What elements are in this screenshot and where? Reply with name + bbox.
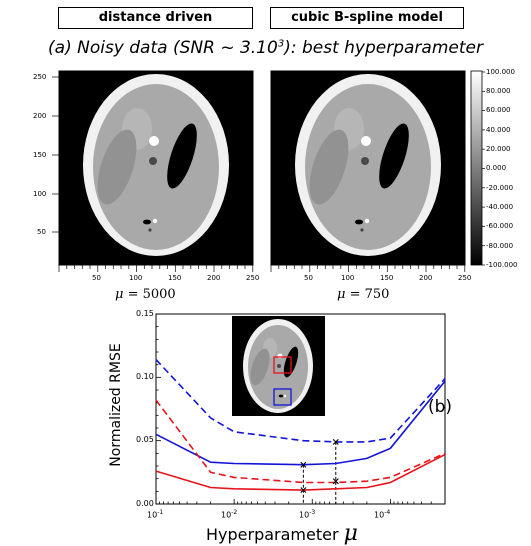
x-tick-label: 100	[129, 274, 143, 282]
plot-x-tick-label: 10-1	[147, 509, 164, 520]
plot-axis-ticks	[155, 313, 446, 505]
x-tick-label: 100	[341, 274, 355, 282]
colorbar-label: 40.000	[486, 126, 511, 134]
minimum-markers	[300, 438, 339, 494]
x-tick-label: 250	[458, 274, 472, 282]
right-phantom-image	[270, 70, 466, 272]
plot-y-tick-label: 0.15	[136, 309, 154, 318]
y-tick-label: 50	[37, 228, 46, 236]
colorbar-label: -40.000	[486, 203, 514, 211]
minimum-marker	[332, 478, 339, 485]
minimum-guide-lines	[302, 441, 337, 504]
plot-x-tick-label: 10-2	[221, 509, 238, 520]
x-tick-label: 200	[207, 274, 221, 282]
plot-y-tick-label: 0.05	[136, 435, 154, 444]
x-tick-label: 150	[168, 274, 182, 282]
inset-phantom	[232, 316, 325, 416]
colorbar-label: -80.000	[486, 242, 514, 250]
colorbar-label: -60.000	[486, 222, 514, 230]
rmse-plot	[155, 313, 446, 505]
x-tick-label: 200	[419, 274, 433, 282]
red-dashed-line	[155, 399, 446, 484]
minimum-marker	[300, 461, 307, 468]
x-tick-label: 150	[380, 274, 394, 282]
colorbar-label: 20.000	[486, 145, 511, 153]
plot-y-tick-label: 0.10	[136, 372, 154, 381]
panel-b-label: (b)	[428, 397, 453, 417]
panel-a-title: (a) Noisy data (SNR ~ 3.103): best hyper…	[48, 38, 483, 58]
y-tick-label: 100	[33, 190, 47, 198]
left-phantom-image	[52, 70, 254, 272]
rmse-series	[155, 359, 446, 491]
colorbar-label: -100.000	[486, 261, 518, 269]
mu-label-left: μ = 5000	[115, 287, 176, 302]
x-tick-label: 250	[246, 274, 260, 282]
red-solid-line	[155, 453, 446, 491]
plot-x-tick-label: 10-3	[299, 509, 316, 520]
header-bspline-model: cubic B-spline model	[270, 7, 464, 29]
colorbar-label: 100.000	[486, 68, 515, 76]
y-tick-label: 200	[33, 112, 47, 120]
colorbar-label: 60.000	[486, 106, 511, 114]
plot-y-axis-label: Normalized RMSE	[108, 343, 124, 467]
y-tick-label: 150	[33, 151, 47, 159]
plot-x-axis-label: Hyperparameter μ	[206, 521, 358, 546]
minimum-marker	[332, 438, 339, 445]
mu-label-right: μ = 750	[337, 287, 390, 302]
colorbar	[470, 70, 485, 266]
colorbar-label: 80.000	[486, 87, 511, 95]
x-tick-label: 50	[92, 274, 101, 282]
colorbar-label: -20.000	[486, 184, 514, 192]
y-tick-label: 250	[33, 73, 47, 81]
plot-y-tick-label: 0.00	[136, 499, 154, 508]
minimum-marker	[300, 487, 307, 494]
plot-x-tick-label: 10-4	[374, 509, 391, 520]
blue-solid-line	[155, 380, 446, 466]
colorbar-label: 0.000	[486, 164, 507, 172]
header-distance-driven: distance driven	[58, 7, 253, 29]
x-tick-label: 50	[304, 274, 313, 282]
blue-dashed-line	[155, 359, 446, 443]
